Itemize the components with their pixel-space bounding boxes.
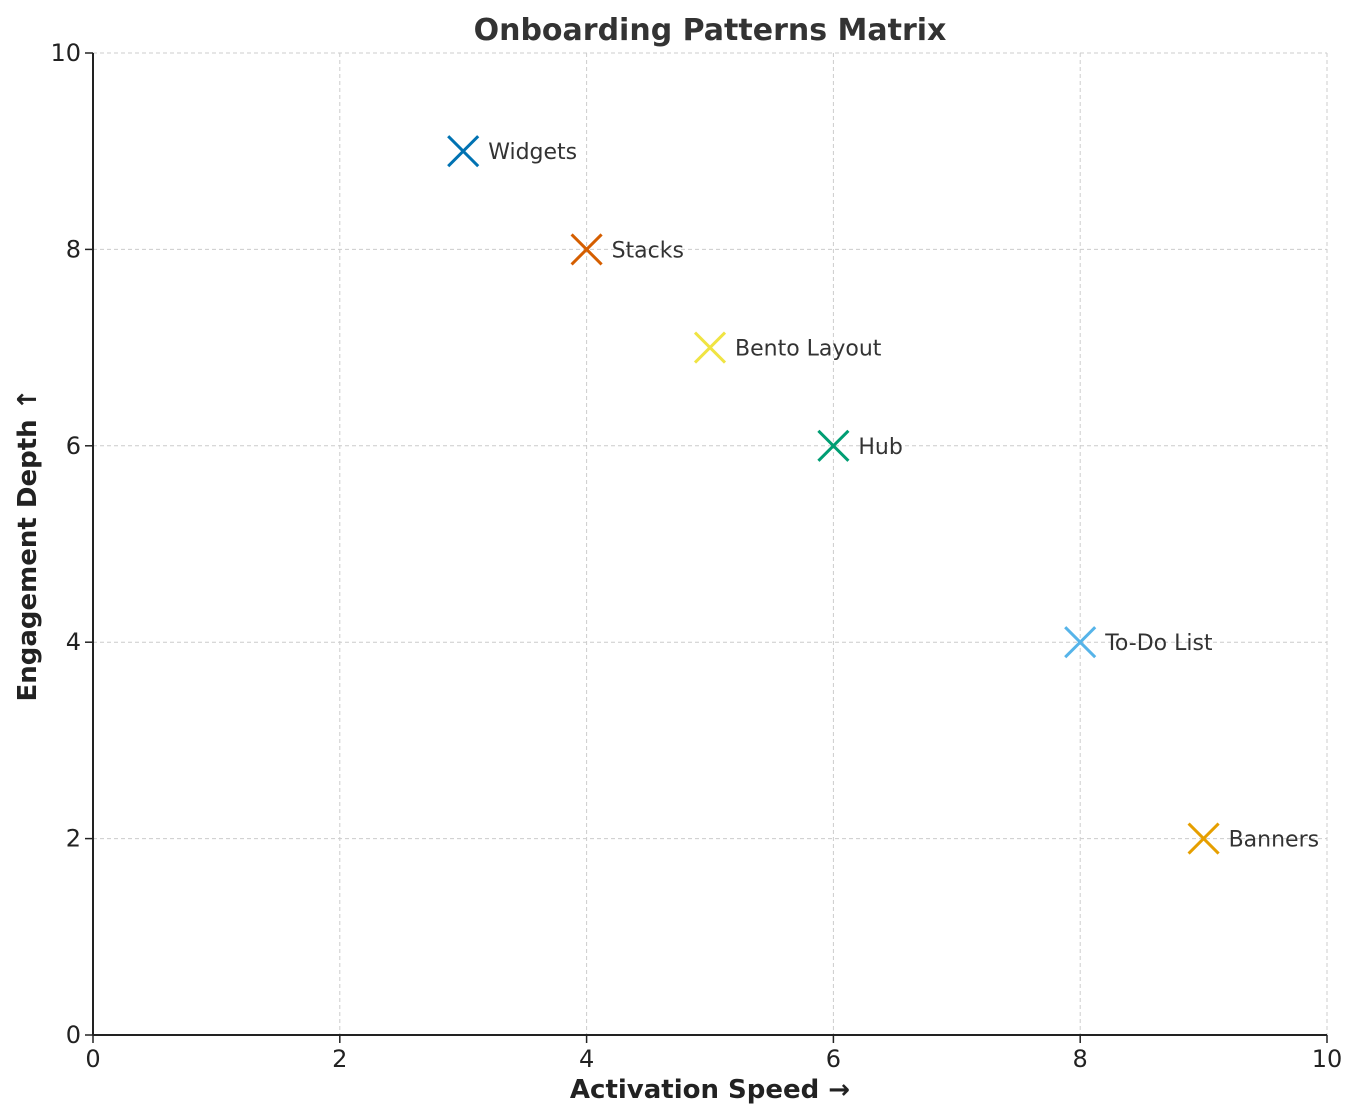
marker-stroke <box>693 331 727 364</box>
x-tick-label-2: 4 <box>579 1045 594 1073</box>
point-label: Bento Layout <box>735 337 882 362</box>
x-axis-title: Activation Speed → <box>570 1075 850 1105</box>
marker-stroke <box>817 429 850 462</box>
x-tick-label-5: 10 <box>1312 1045 1343 1073</box>
data-point-marker <box>1064 626 1097 659</box>
y-tick-label-4: 8 <box>66 235 81 263</box>
data-point-marker <box>570 233 603 266</box>
y-ticks: 0 2 4 6 8 10 <box>50 39 93 1049</box>
y-tick-label-0: 0 <box>66 1021 81 1049</box>
point-label: Widgets <box>488 140 577 165</box>
grid-lines <box>92 52 1328 1036</box>
axes <box>92 53 1327 1036</box>
data-point-marker <box>693 331 727 364</box>
x-ticks: 0 2 4 6 8 10 <box>85 1035 1342 1073</box>
point-label: Banners <box>1229 828 1320 853</box>
y-tick-label-5: 10 <box>50 39 81 67</box>
x-tick-label-1: 2 <box>332 1045 347 1073</box>
marker-stroke <box>570 233 603 266</box>
y-tick-label-2: 4 <box>66 628 81 656</box>
y-axis-title: Engagement Depth ↑ <box>13 389 43 702</box>
point-label: To-Do List <box>1104 631 1213 656</box>
data-point-marker <box>1187 822 1220 855</box>
point-label: Stacks <box>612 238 684 263</box>
data-point-marker <box>817 429 850 462</box>
data-points: Widgets Stacks Bento Layout Hub To-Do List Ba… <box>447 135 1320 855</box>
point-label: Hub <box>858 435 902 460</box>
chart-title: Onboarding Patterns Matrix <box>474 13 947 48</box>
marker-stroke <box>1064 626 1097 659</box>
x-tick-label-4: 8 <box>1073 1045 1088 1073</box>
y-tick-label-1: 2 <box>66 825 81 853</box>
x-tick-label-3: 6 <box>826 1045 841 1073</box>
marker-stroke <box>447 135 480 168</box>
y-tick-label-3: 6 <box>66 432 81 460</box>
data-point-marker <box>447 135 480 168</box>
x-tick-label-0: 0 <box>85 1045 100 1073</box>
marker-stroke <box>1187 822 1220 855</box>
